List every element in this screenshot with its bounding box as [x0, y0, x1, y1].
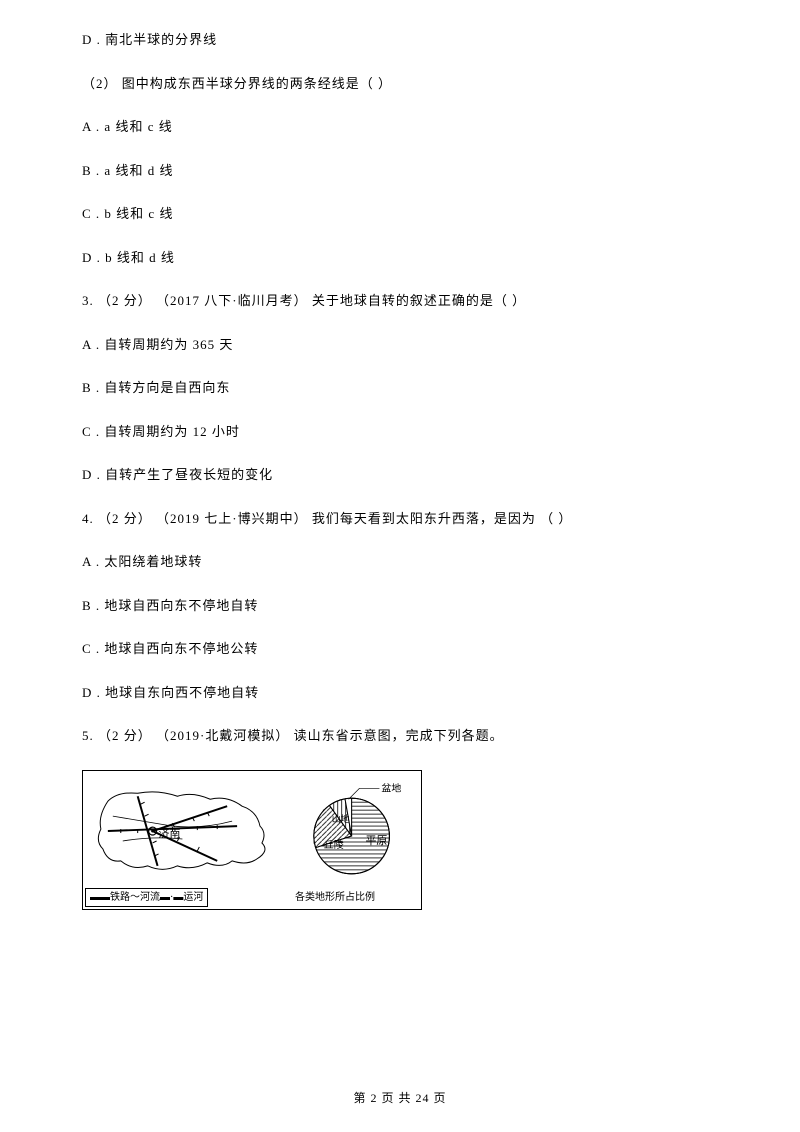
pie-area: 平原 丘陵 山地 盆地 — [282, 771, 421, 909]
shandong-figure: 济南 ▬▬铁路～河流▬·▬运河 — [82, 770, 422, 910]
q3-option-c: C . 自转周期约为 12 小时 — [82, 422, 718, 442]
q3-option-b: B . 自转方向是自西向东 — [82, 378, 718, 398]
q4-option-d: D . 地球自东向西不停地自转 — [82, 683, 718, 703]
q2-option-a: A . a 线和 c 线 — [82, 117, 718, 137]
pie-label-plain: 平原 — [365, 834, 387, 846]
page-footer: 第 2 页 共 24 页 — [0, 1089, 800, 1107]
q3-option-a: A . 自转周期约为 365 天 — [82, 335, 718, 355]
pie-label-basin: 盆地 — [381, 781, 401, 794]
map-area: 济南 ▬▬铁路～河流▬·▬运河 — [83, 771, 282, 909]
pie-label-hill: 丘陵 — [324, 838, 344, 850]
q4-stem: 4. （2 分） （2019 七上·博兴期中） 我们每天看到太阳东升西落，是因为… — [82, 509, 718, 529]
q3-stem: 3. （2 分） （2017 八下·临川月考） 关于地球自转的叙述正确的是（ ） — [82, 291, 718, 311]
q2-stem: （2） 图中构成东西半球分界线的两条经线是（ ） — [82, 74, 718, 94]
pie-label-mountain: 山地 — [332, 813, 350, 824]
q5-stem: 5. （2 分） （2019·北戴河模拟） 读山东省示意图，完成下列各题。 — [82, 726, 718, 746]
q4-option-b: B . 地球自西向东不停地自转 — [82, 596, 718, 616]
q3-option-d: D . 自转产生了昼夜长短的变化 — [82, 465, 718, 485]
q1-option-d: D . 南北半球的分界线 — [82, 30, 718, 50]
q4-option-c: C . 地球自西向东不停地公转 — [82, 639, 718, 659]
pie-caption: 各类地形所占比例 — [295, 890, 375, 905]
q4-option-a: A . 太阳绕着地球转 — [82, 552, 718, 572]
q2-option-c: C . b 线和 c 线 — [82, 204, 718, 224]
city-label: 济南 — [159, 826, 181, 840]
map-legend: ▬▬铁路～河流▬·▬运河 — [85, 888, 208, 907]
q2-option-b: B . a 线和 d 线 — [82, 161, 718, 181]
q2-option-d: D . b 线和 d 线 — [82, 248, 718, 268]
terrain-pie-svg: 平原 丘陵 山地 盆地 — [282, 771, 421, 909]
